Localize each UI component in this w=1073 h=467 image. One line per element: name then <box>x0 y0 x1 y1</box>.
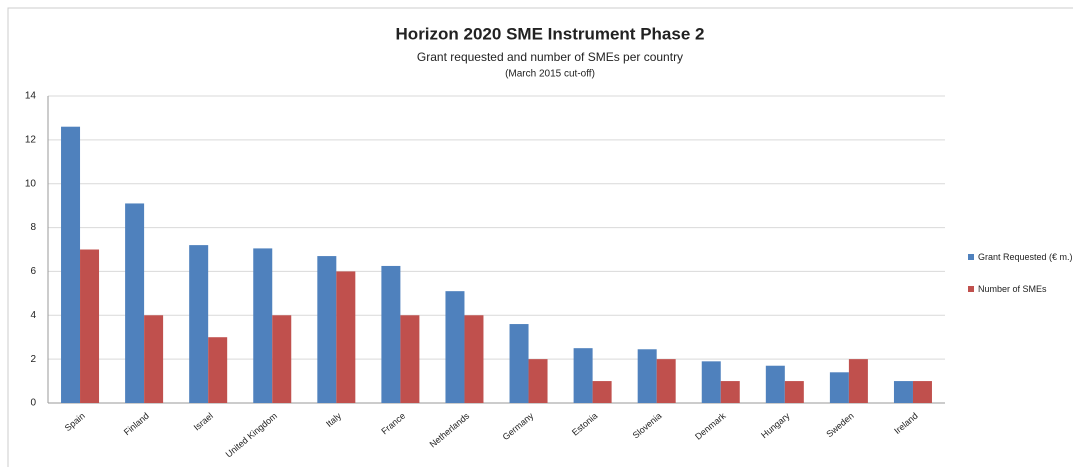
bar <box>848 359 868 403</box>
y-tick-label: 8 <box>30 222 36 233</box>
chart-title: Horizon 2020 SME Instrument Phase 2 <box>396 24 705 43</box>
x-tick-label: United Kingdom <box>224 411 279 460</box>
x-tick-label: Denmark <box>693 410 728 441</box>
x-tick-label: France <box>379 411 407 437</box>
x-tick-label: Finland <box>122 411 151 438</box>
bar <box>637 349 657 403</box>
x-tick-label: Sweden <box>824 411 855 440</box>
y-tick-label: 4 <box>30 310 36 321</box>
legend-item: Number of SMEs <box>968 284 1073 294</box>
bar <box>912 381 932 403</box>
bar <box>573 348 593 403</box>
bar <box>80 249 100 403</box>
chart-note: (March 2015 cut-off) <box>505 69 595 80</box>
y-tick-label: 14 <box>25 91 37 102</box>
bar <box>592 381 612 403</box>
bar <box>381 265 401 403</box>
bar <box>464 315 484 403</box>
bar <box>893 381 913 403</box>
y-tick-label: 10 <box>25 178 37 189</box>
y-tick-label: 12 <box>25 134 37 145</box>
x-tick-label: Estonia <box>570 411 599 438</box>
x-tick-label: Ireland <box>892 411 920 436</box>
bar <box>253 248 273 403</box>
x-tick-label: Germany <box>501 410 536 442</box>
bar <box>144 315 164 403</box>
x-tick-label: Italy <box>324 410 343 429</box>
bar <box>701 361 721 403</box>
legend-swatch <box>968 286 974 292</box>
x-tick-label: Hungary <box>759 410 792 440</box>
legend-swatch <box>968 254 974 260</box>
bar <box>765 365 785 403</box>
chart-subtitle: Grant requested and number of SMEs per c… <box>417 50 683 64</box>
legend-label: Grant Requested (€ m.) <box>978 252 1073 262</box>
bar <box>784 381 804 403</box>
bar <box>656 359 676 403</box>
bar <box>528 359 548 403</box>
chart-border <box>7 7 1073 467</box>
bar <box>829 372 849 403</box>
x-tick-label: Spain <box>63 411 87 433</box>
bar <box>720 381 740 403</box>
bar <box>400 315 420 403</box>
bar <box>336 271 356 403</box>
bar <box>445 291 465 403</box>
x-tick-label: Netherlands <box>428 410 472 449</box>
legend-label: Number of SMEs <box>978 284 1047 294</box>
y-tick-label: 0 <box>30 398 36 409</box>
x-tick-label: Israel <box>192 411 215 433</box>
bar <box>125 203 145 403</box>
legend-item: Grant Requested (€ m.) <box>968 252 1073 262</box>
y-tick-label: 2 <box>30 354 36 365</box>
bar <box>61 126 81 403</box>
x-tick-label: Slovenia <box>631 411 664 441</box>
bar <box>509 324 529 403</box>
bar <box>189 245 209 403</box>
bar <box>272 315 292 403</box>
bar <box>317 256 337 403</box>
bar <box>208 337 228 403</box>
y-tick-label: 6 <box>30 266 36 277</box>
